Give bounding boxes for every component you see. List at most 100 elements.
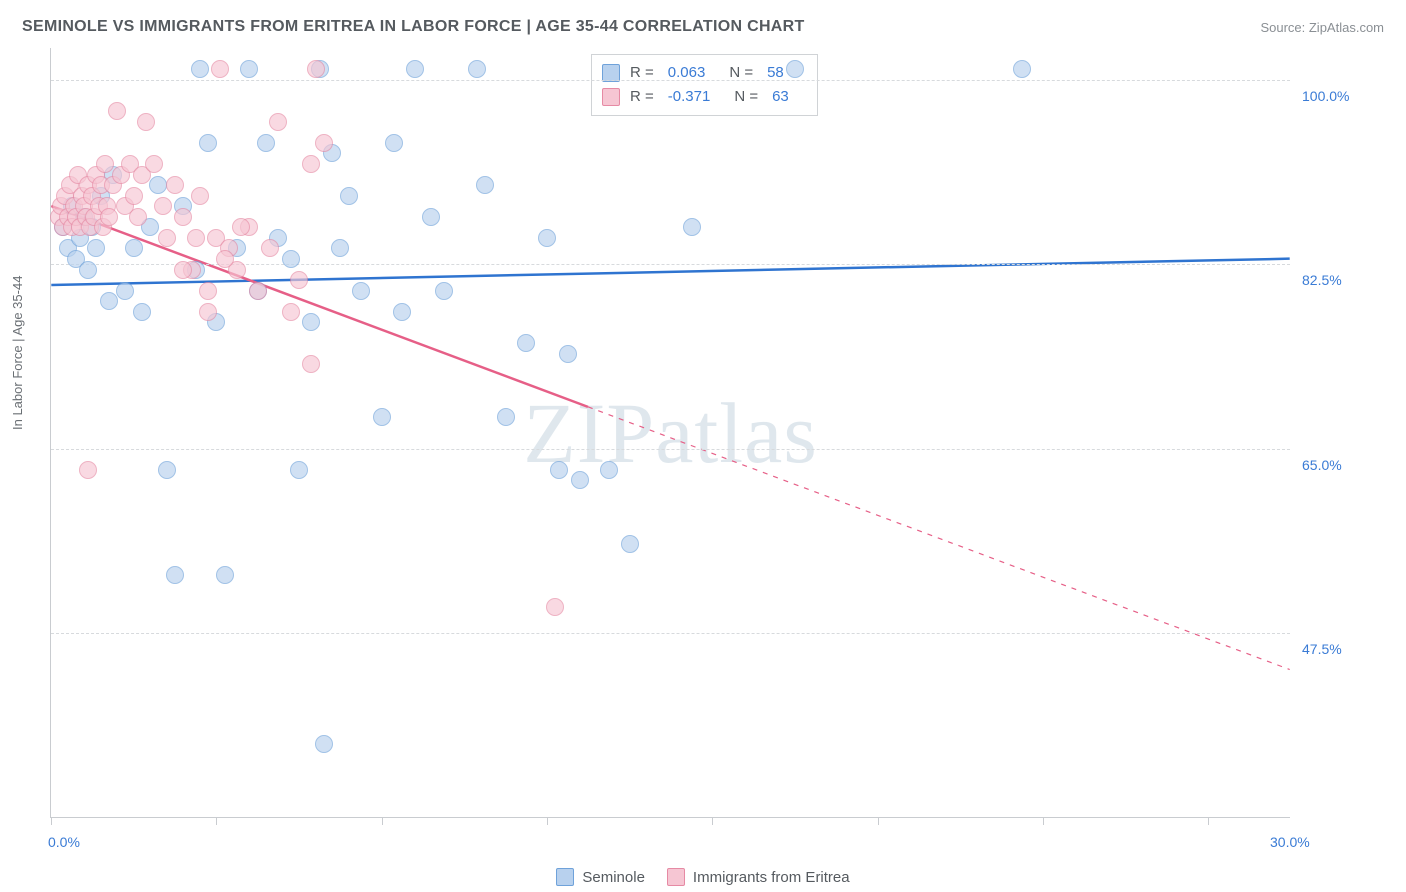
data-point xyxy=(199,303,217,321)
data-point xyxy=(683,218,701,236)
data-point xyxy=(149,176,167,194)
data-point xyxy=(145,155,163,173)
x-tick xyxy=(51,817,52,825)
legend-swatch xyxy=(556,868,574,886)
data-point xyxy=(125,239,143,257)
data-point xyxy=(406,60,424,78)
legend-item: Immigrants from Eritrea xyxy=(667,868,850,886)
data-point xyxy=(422,208,440,226)
data-point xyxy=(269,113,287,131)
data-point xyxy=(315,134,333,152)
trend-line xyxy=(51,206,588,407)
data-point xyxy=(282,303,300,321)
y-tick-label: 65.0% xyxy=(1302,457,1342,473)
x-tick xyxy=(878,817,879,825)
y-tick-label: 82.5% xyxy=(1302,272,1342,288)
data-point xyxy=(199,282,217,300)
data-point xyxy=(249,282,267,300)
data-point xyxy=(261,239,279,257)
data-point xyxy=(340,187,358,205)
x-tick xyxy=(712,817,713,825)
data-point xyxy=(257,134,275,152)
legend-label: Immigrants from Eritrea xyxy=(693,869,850,886)
data-point xyxy=(187,229,205,247)
data-point xyxy=(199,134,217,152)
series-legend: Seminole Immigrants from Eritrea xyxy=(0,868,1406,886)
data-point xyxy=(240,60,258,78)
r-label: R = xyxy=(630,61,654,85)
chart-header: SEMINOLE VS IMMIGRANTS FROM ERITREA IN L… xyxy=(22,18,1384,36)
data-point xyxy=(517,334,535,352)
data-point xyxy=(232,218,250,236)
chart-title: SEMINOLE VS IMMIGRANTS FROM ERITREA IN L… xyxy=(22,18,805,36)
legend-swatch xyxy=(667,868,685,886)
data-point xyxy=(538,229,556,247)
data-point xyxy=(158,461,176,479)
legend-label: Seminole xyxy=(582,869,645,886)
data-point xyxy=(302,313,320,331)
data-point xyxy=(393,303,411,321)
data-point xyxy=(373,408,391,426)
legend-item: Seminole xyxy=(556,868,645,886)
x-tick xyxy=(1208,817,1209,825)
data-point xyxy=(174,261,192,279)
x-tick xyxy=(547,817,548,825)
y-axis-title: In Labor Force | Age 35-44 xyxy=(10,276,25,430)
data-point xyxy=(546,598,564,616)
x-max-label: 30.0% xyxy=(1270,834,1310,850)
data-point xyxy=(166,176,184,194)
data-point xyxy=(786,60,804,78)
data-point xyxy=(290,271,308,289)
r-value: -0.371 xyxy=(668,85,711,109)
data-point xyxy=(129,208,147,226)
n-value: 63 xyxy=(772,85,789,109)
trend-line-extrapolated xyxy=(588,407,1290,670)
data-point xyxy=(79,461,97,479)
data-point xyxy=(468,60,486,78)
data-point xyxy=(216,250,234,268)
data-point xyxy=(282,250,300,268)
n-label: N = xyxy=(734,85,758,109)
gridline xyxy=(51,449,1290,450)
data-point xyxy=(600,461,618,479)
data-point xyxy=(435,282,453,300)
y-tick-label: 47.5% xyxy=(1302,641,1342,657)
x-min-label: 0.0% xyxy=(48,834,80,850)
data-point xyxy=(476,176,494,194)
correlation-stats-legend: R = 0.063 N = 58R = -0.371 N = 63 xyxy=(591,54,818,116)
data-point xyxy=(174,208,192,226)
data-point xyxy=(154,197,172,215)
gridline xyxy=(51,80,1290,81)
n-value: 58 xyxy=(767,61,784,85)
data-point xyxy=(571,471,589,489)
data-point xyxy=(125,187,143,205)
data-point xyxy=(191,187,209,205)
data-point xyxy=(133,303,151,321)
data-point xyxy=(100,208,118,226)
data-point xyxy=(302,155,320,173)
gridline xyxy=(51,633,1290,634)
r-value: 0.063 xyxy=(668,61,706,85)
data-point xyxy=(497,408,515,426)
data-point xyxy=(116,282,134,300)
data-point xyxy=(191,60,209,78)
data-point xyxy=(302,355,320,373)
data-point xyxy=(100,292,118,310)
data-point xyxy=(331,239,349,257)
data-point xyxy=(550,461,568,479)
data-point xyxy=(307,60,325,78)
data-point xyxy=(108,102,126,120)
data-point xyxy=(1013,60,1031,78)
n-label: N = xyxy=(729,61,753,85)
data-point xyxy=(158,229,176,247)
data-point xyxy=(290,461,308,479)
stats-legend-row: R = 0.063 N = 58 xyxy=(602,61,803,85)
data-point xyxy=(216,566,234,584)
data-point xyxy=(559,345,577,363)
x-tick xyxy=(1043,817,1044,825)
stats-legend-row: R =-0.371N =63 xyxy=(602,85,803,109)
source-attribution: Source: ZipAtlas.com xyxy=(1260,20,1384,35)
x-tick xyxy=(382,817,383,825)
scatter-plot-area: ZIPatlas R =0.063N =58R =-0.371N =63 xyxy=(50,48,1290,818)
data-point xyxy=(79,261,97,279)
